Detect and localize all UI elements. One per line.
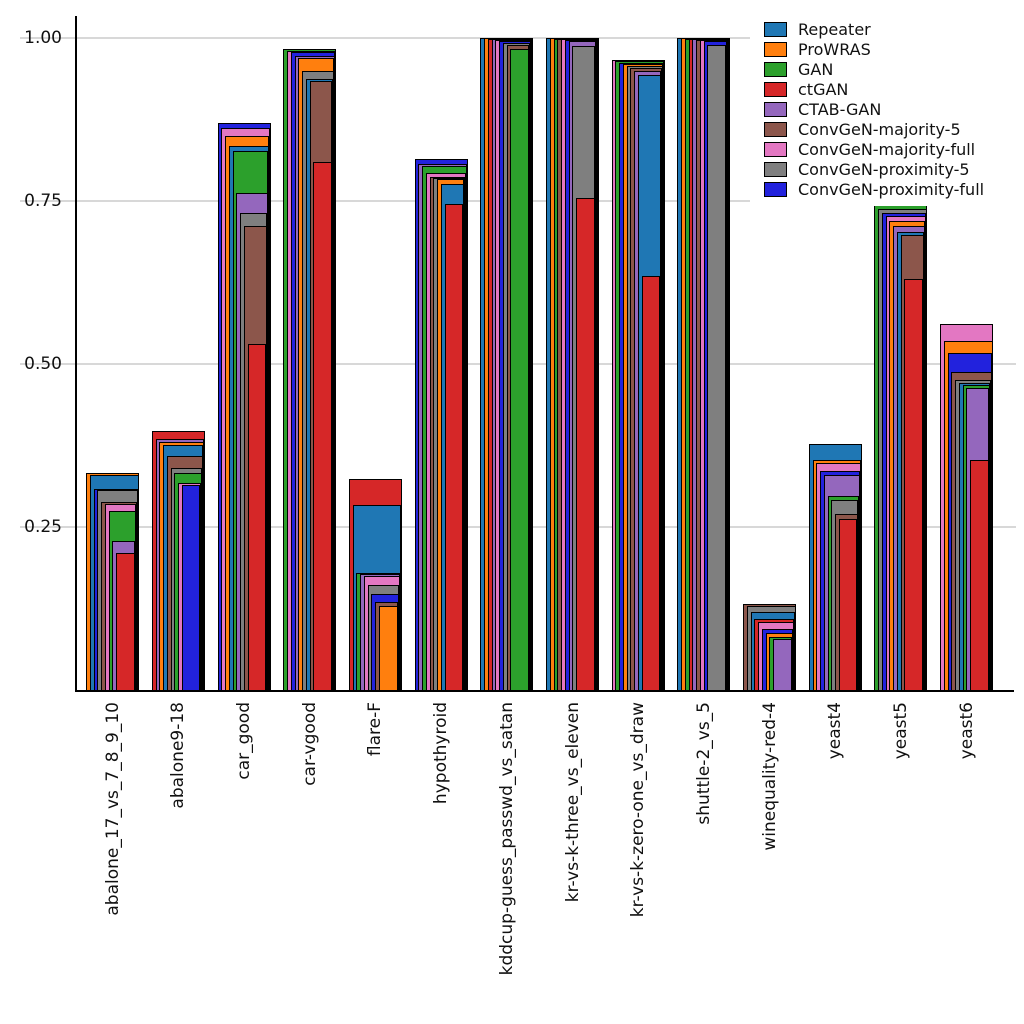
legend-label: ConvGeN-proximity-5 (798, 159, 970, 179)
bar-prowras (378, 605, 398, 691)
legend-item-gan: GAN (764, 59, 833, 79)
legend-item-convgen-majority-5: ConvGeN-majority-5 (764, 119, 961, 139)
bar-convgen-proximity-5 (707, 45, 726, 691)
legend-item-convgen-proximity-full: ConvGeN-proximity-full (764, 179, 984, 199)
x-tick-label: yeast6 (956, 702, 977, 760)
legend-swatch-icon (764, 181, 787, 197)
y-axis-line (75, 16, 77, 692)
legend-item-prowras: ProWRAS (764, 39, 871, 59)
legend-label: ConvGeN-majority-full (798, 139, 976, 159)
y-tick-label: 1.00 (24, 28, 62, 48)
x-tick-label: kr-vs-k-zero-one_vs_draw (628, 702, 649, 918)
legend-label: ProWRAS (798, 39, 871, 59)
x-tick-label: flare-F (365, 702, 386, 757)
legend-swatch-icon (764, 61, 787, 77)
x-tick-label: yeast5 (890, 702, 911, 760)
bar-ctgan (444, 203, 464, 691)
y-tick-label: 0.50 (24, 354, 62, 374)
legend: Repeater ProWRAS GAN ctGAN CTAB-GAN ConvGeN-m… (750, 10, 1024, 206)
legend-swatch-icon (764, 21, 787, 37)
legend-label: ctGAN (798, 79, 849, 99)
legend-item-ctgan: ctGAN (764, 79, 848, 99)
legend-item-convgen-majority-full: ConvGeN-majority-full (764, 139, 975, 159)
x-tick-label: yeast4 (825, 702, 846, 760)
bar-ctab-gan (773, 639, 792, 691)
bar-convgen-proximity-full (181, 485, 201, 691)
x-tick-label: abalone_17_vs_7_8_9_10 (102, 702, 123, 916)
legend-item-repeater: Repeater (764, 19, 871, 39)
x-tick-label: car-vgood (299, 702, 320, 786)
legend-swatch-icon (764, 41, 787, 57)
legend-swatch-icon (764, 121, 787, 137)
x-tick-label: shuttle-2_vs_5 (693, 702, 714, 825)
legend-swatch-icon (764, 141, 787, 157)
x-tick-label: kr-vs-k-three_vs_eleven (562, 702, 583, 903)
bar-ctgan (838, 518, 858, 691)
y-tick-label: 0.25 (24, 517, 62, 537)
y-tick-label: 0.75 (24, 191, 62, 211)
bar-ctgan (313, 161, 332, 691)
legend-label: Repeater (798, 19, 871, 39)
x-tick-label: kddcup-guess_passwd_vs_satan (496, 702, 517, 976)
x-tick-label: winequality-red-4 (759, 702, 780, 851)
x-axis-line (75, 690, 1014, 692)
legend-item-ctab-gan: CTAB-GAN (764, 99, 881, 119)
x-tick-label: abalone9-18 (168, 702, 189, 809)
bar-ctgan (904, 279, 924, 691)
x-tick-label: hypothyroid (431, 702, 452, 805)
x-tick-label: car_good (234, 702, 255, 780)
bar-ctgan (116, 553, 135, 691)
bar-gan (510, 49, 529, 691)
legend-label: GAN (798, 59, 834, 79)
bar-ctgan (247, 343, 267, 691)
legend-label: CTAB-GAN (798, 99, 882, 119)
legend-label: ConvGeN-proximity-full (798, 179, 985, 199)
legend-item-convgen-proximity-5: ConvGeN-proximity-5 (764, 159, 970, 179)
bar-ctgan (641, 275, 661, 691)
bar-ctgan (576, 197, 595, 691)
legend-label: ConvGeN-majority-5 (798, 119, 961, 139)
bar-ctgan (970, 459, 989, 691)
legend-swatch-icon (764, 101, 787, 117)
legend-swatch-icon (764, 161, 787, 177)
legend-swatch-icon (764, 81, 787, 97)
